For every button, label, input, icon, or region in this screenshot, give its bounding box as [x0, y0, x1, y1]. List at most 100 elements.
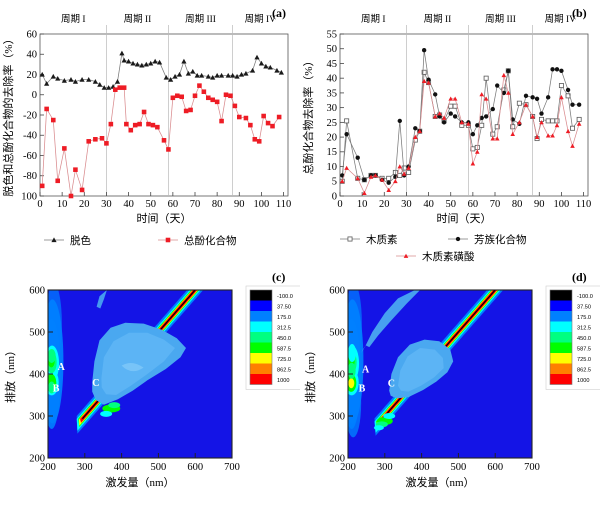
data-point — [570, 102, 575, 107]
data-point — [170, 95, 176, 101]
y-tick-label: -60 — [23, 151, 37, 162]
data-point — [426, 77, 431, 82]
contour-peak — [48, 381, 56, 394]
y-axis-label: 脱色和总酚化合物的去除率（%） — [1, 33, 15, 196]
y-tick-label: 50 — [327, 44, 338, 55]
y-tick-label: 300 — [329, 412, 345, 423]
panel-d: A B C 200 300 400 500 600 700 200 300 400 500 600 激发量（… — [300, 262, 600, 508]
legend-label: 脱色 — [70, 234, 91, 247]
colorbar-swatch — [250, 300, 272, 311]
data-point — [534, 96, 540, 101]
colorbar-swatch — [550, 353, 572, 364]
data-point — [510, 124, 516, 130]
legend-label: 木质素磺酸 — [422, 250, 475, 262]
x-tick-label: 30 — [401, 199, 412, 210]
contour-region-c — [365, 290, 421, 348]
x-tick-label: 60 — [468, 199, 479, 210]
data-point — [401, 171, 407, 176]
colorbar-swatch — [550, 374, 572, 385]
panel-c: A B C 200 300 400 500 600 700 200 300 400 500 600 激发量（… — [0, 262, 300, 508]
data-point — [68, 193, 74, 199]
data-point — [448, 103, 454, 109]
region-label-c: C — [92, 378, 99, 389]
x-tick-label: 0 — [37, 199, 42, 210]
panel-c-plot: AB C 200 300 400 500 600 700 200 300 400 500 600 激发量（… — [3, 286, 300, 489]
panel-a: 周期 I 周期 II 周期 III 周期 IV 60 40 20 0 -20 -40 -60 -80 1… — [0, 0, 300, 262]
data-point — [108, 121, 114, 127]
colorbar-label: 450.0 — [577, 336, 591, 342]
data-point — [344, 131, 349, 137]
panel-d-plot: AB C 200 300 400 500 600 700 200 300 400 500 600 激发量（… — [303, 286, 600, 489]
data-point — [256, 139, 262, 144]
y-tick-label: -40 — [23, 131, 37, 142]
x-axis-label: 激发量（nm） — [105, 475, 174, 489]
data-point — [117, 85, 123, 90]
data-point — [254, 54, 260, 60]
legend-label: 总酚化合物 — [184, 234, 237, 247]
data-point — [124, 121, 129, 127]
data-point — [490, 136, 496, 141]
data-point — [265, 120, 271, 126]
data-point — [150, 122, 156, 128]
data-point — [570, 143, 575, 148]
data-point — [523, 102, 529, 107]
y-tick-label: 0 — [332, 191, 337, 202]
contour-peak — [348, 344, 357, 362]
y-tick-label: 55 — [327, 29, 338, 40]
colorbar-label: -100.0 — [577, 294, 593, 300]
data-point — [386, 175, 392, 181]
x-tick-label: 600 — [487, 462, 503, 473]
y-tick-label: 40 — [27, 50, 38, 61]
contour-hotspot — [373, 425, 384, 431]
panel-a-svg: 周期 I 周期 II 周期 III 周期 IV 60 40 20 0 -20 -40 -60 -80 1… — [1, 14, 291, 247]
data-point — [452, 114, 458, 119]
data-point — [223, 92, 229, 98]
region-label-b: B — [53, 384, 60, 395]
contour-region-c — [96, 290, 107, 309]
data-point — [501, 90, 507, 96]
data-point — [570, 125, 575, 131]
data-point — [219, 118, 224, 124]
colorbar-swatch — [550, 342, 572, 353]
data-point — [576, 121, 582, 126]
data-point — [261, 113, 266, 119]
panel-c-svg: AB C 200 300 400 500 600 700 200 300 400 500 600 激发量（… — [3, 286, 300, 489]
data-point — [452, 96, 458, 101]
data-point — [474, 149, 480, 154]
data-point — [249, 67, 256, 73]
data-point — [401, 165, 407, 171]
data-point — [397, 172, 403, 178]
plot-frame — [39, 33, 289, 197]
x-tick-label: 300 — [77, 462, 93, 473]
contour-hotspot — [383, 413, 396, 419]
data-point — [534, 134, 540, 139]
data-point — [39, 71, 45, 77]
panel-b: 周期 I 周期 II 周期 III 周期 IV 55 50 45 40 35 30 25 20 15 10… — [300, 0, 600, 262]
cycle-label: 周期 III — [485, 14, 516, 25]
data-point — [106, 85, 112, 90]
data-point — [234, 73, 240, 79]
data-point — [146, 121, 151, 127]
data-point — [368, 174, 374, 179]
data-point — [441, 120, 447, 125]
data-point — [62, 146, 67, 151]
data-point — [86, 139, 92, 144]
data-point — [163, 74, 169, 80]
data-point — [199, 72, 205, 78]
data-point — [278, 69, 284, 75]
colorbar-swatch — [250, 353, 272, 364]
data-point — [483, 96, 489, 101]
colorbar-swatch — [550, 332, 572, 343]
data-point — [494, 124, 500, 130]
contour-peak — [348, 362, 356, 379]
data-point — [176, 71, 183, 77]
data-point — [218, 72, 225, 78]
y-tick-label: 400 — [29, 370, 45, 381]
data-point — [73, 167, 78, 172]
data-point — [576, 116, 582, 122]
colorbar-label: 862.5 — [577, 368, 591, 374]
data-point — [393, 178, 398, 184]
y-tick-label: 300 — [29, 412, 45, 423]
panel-b-svg: 周期 I 周期 II 周期 III 周期 IV55504540353025201510… — [301, 14, 591, 262]
data-point — [344, 118, 350, 124]
